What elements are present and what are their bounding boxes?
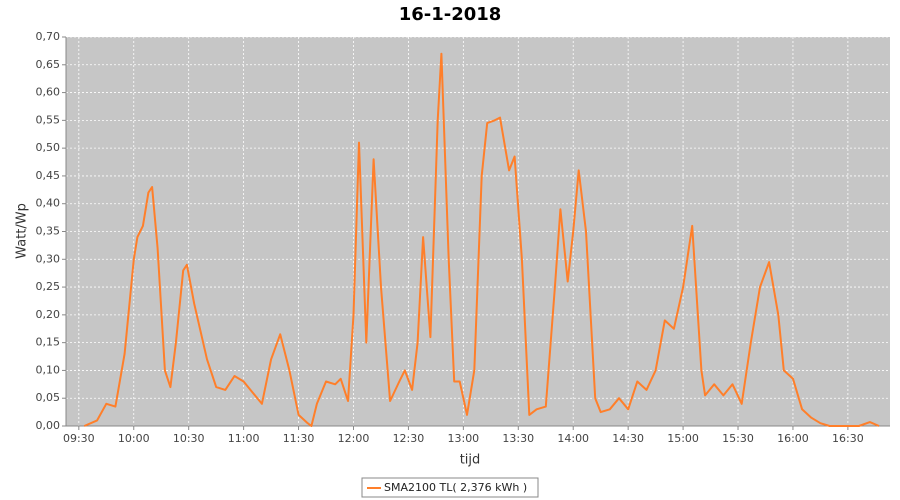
x-tick-label: 13:00 xyxy=(447,432,479,445)
y-tick-label: 0,15 xyxy=(36,336,61,349)
y-tick-label: 0,10 xyxy=(36,363,61,376)
x-tick-label: 12:30 xyxy=(393,432,425,445)
y-tick-label: 0,00 xyxy=(36,419,61,432)
y-tick-label: 0,55 xyxy=(36,113,61,126)
x-tick-label: 14:30 xyxy=(612,432,644,445)
x-axis-label: tijd xyxy=(460,453,481,468)
chart-title: 16-1-2018 xyxy=(399,4,502,25)
x-tick-label: 14:00 xyxy=(557,432,589,445)
y-tick-label: 0,35 xyxy=(36,225,61,238)
legend-box xyxy=(361,477,539,498)
y-tick-label: 0,05 xyxy=(36,391,61,404)
x-tick-label: 12:00 xyxy=(338,432,370,445)
x-tick-label: 10:30 xyxy=(173,432,205,445)
y-tick-label: 0,30 xyxy=(36,252,61,265)
y-tick-label: 0,70 xyxy=(36,30,61,43)
x-tick-label: 16:30 xyxy=(832,432,864,445)
y-tick-label: 0,45 xyxy=(36,169,61,182)
series-line xyxy=(83,52,880,427)
legend-label: SMA2100 TL( 2,376 kWh ) xyxy=(384,481,527,494)
x-tick-label: 16:00 xyxy=(777,432,809,445)
x-tick-label: 15:30 xyxy=(722,432,754,445)
y-tick-label: 0,25 xyxy=(36,280,61,293)
y-tick-label: 0,50 xyxy=(36,141,61,154)
y-axis-label: Watt/Wp xyxy=(15,203,30,259)
y-tick-label: 0,40 xyxy=(36,197,61,210)
x-tick-label: 11:00 xyxy=(228,432,260,445)
y-tick-label: 0,65 xyxy=(36,58,61,71)
x-tick-label: 13:30 xyxy=(502,432,534,445)
y-tick-label: 0,60 xyxy=(36,86,61,99)
x-tick-label: 09:30 xyxy=(63,432,95,445)
x-tick-label: 10:00 xyxy=(118,432,150,445)
x-tick-label: 15:00 xyxy=(667,432,699,445)
y-tick-label: 0,20 xyxy=(36,308,61,321)
x-tick-label: 11:30 xyxy=(283,432,315,445)
